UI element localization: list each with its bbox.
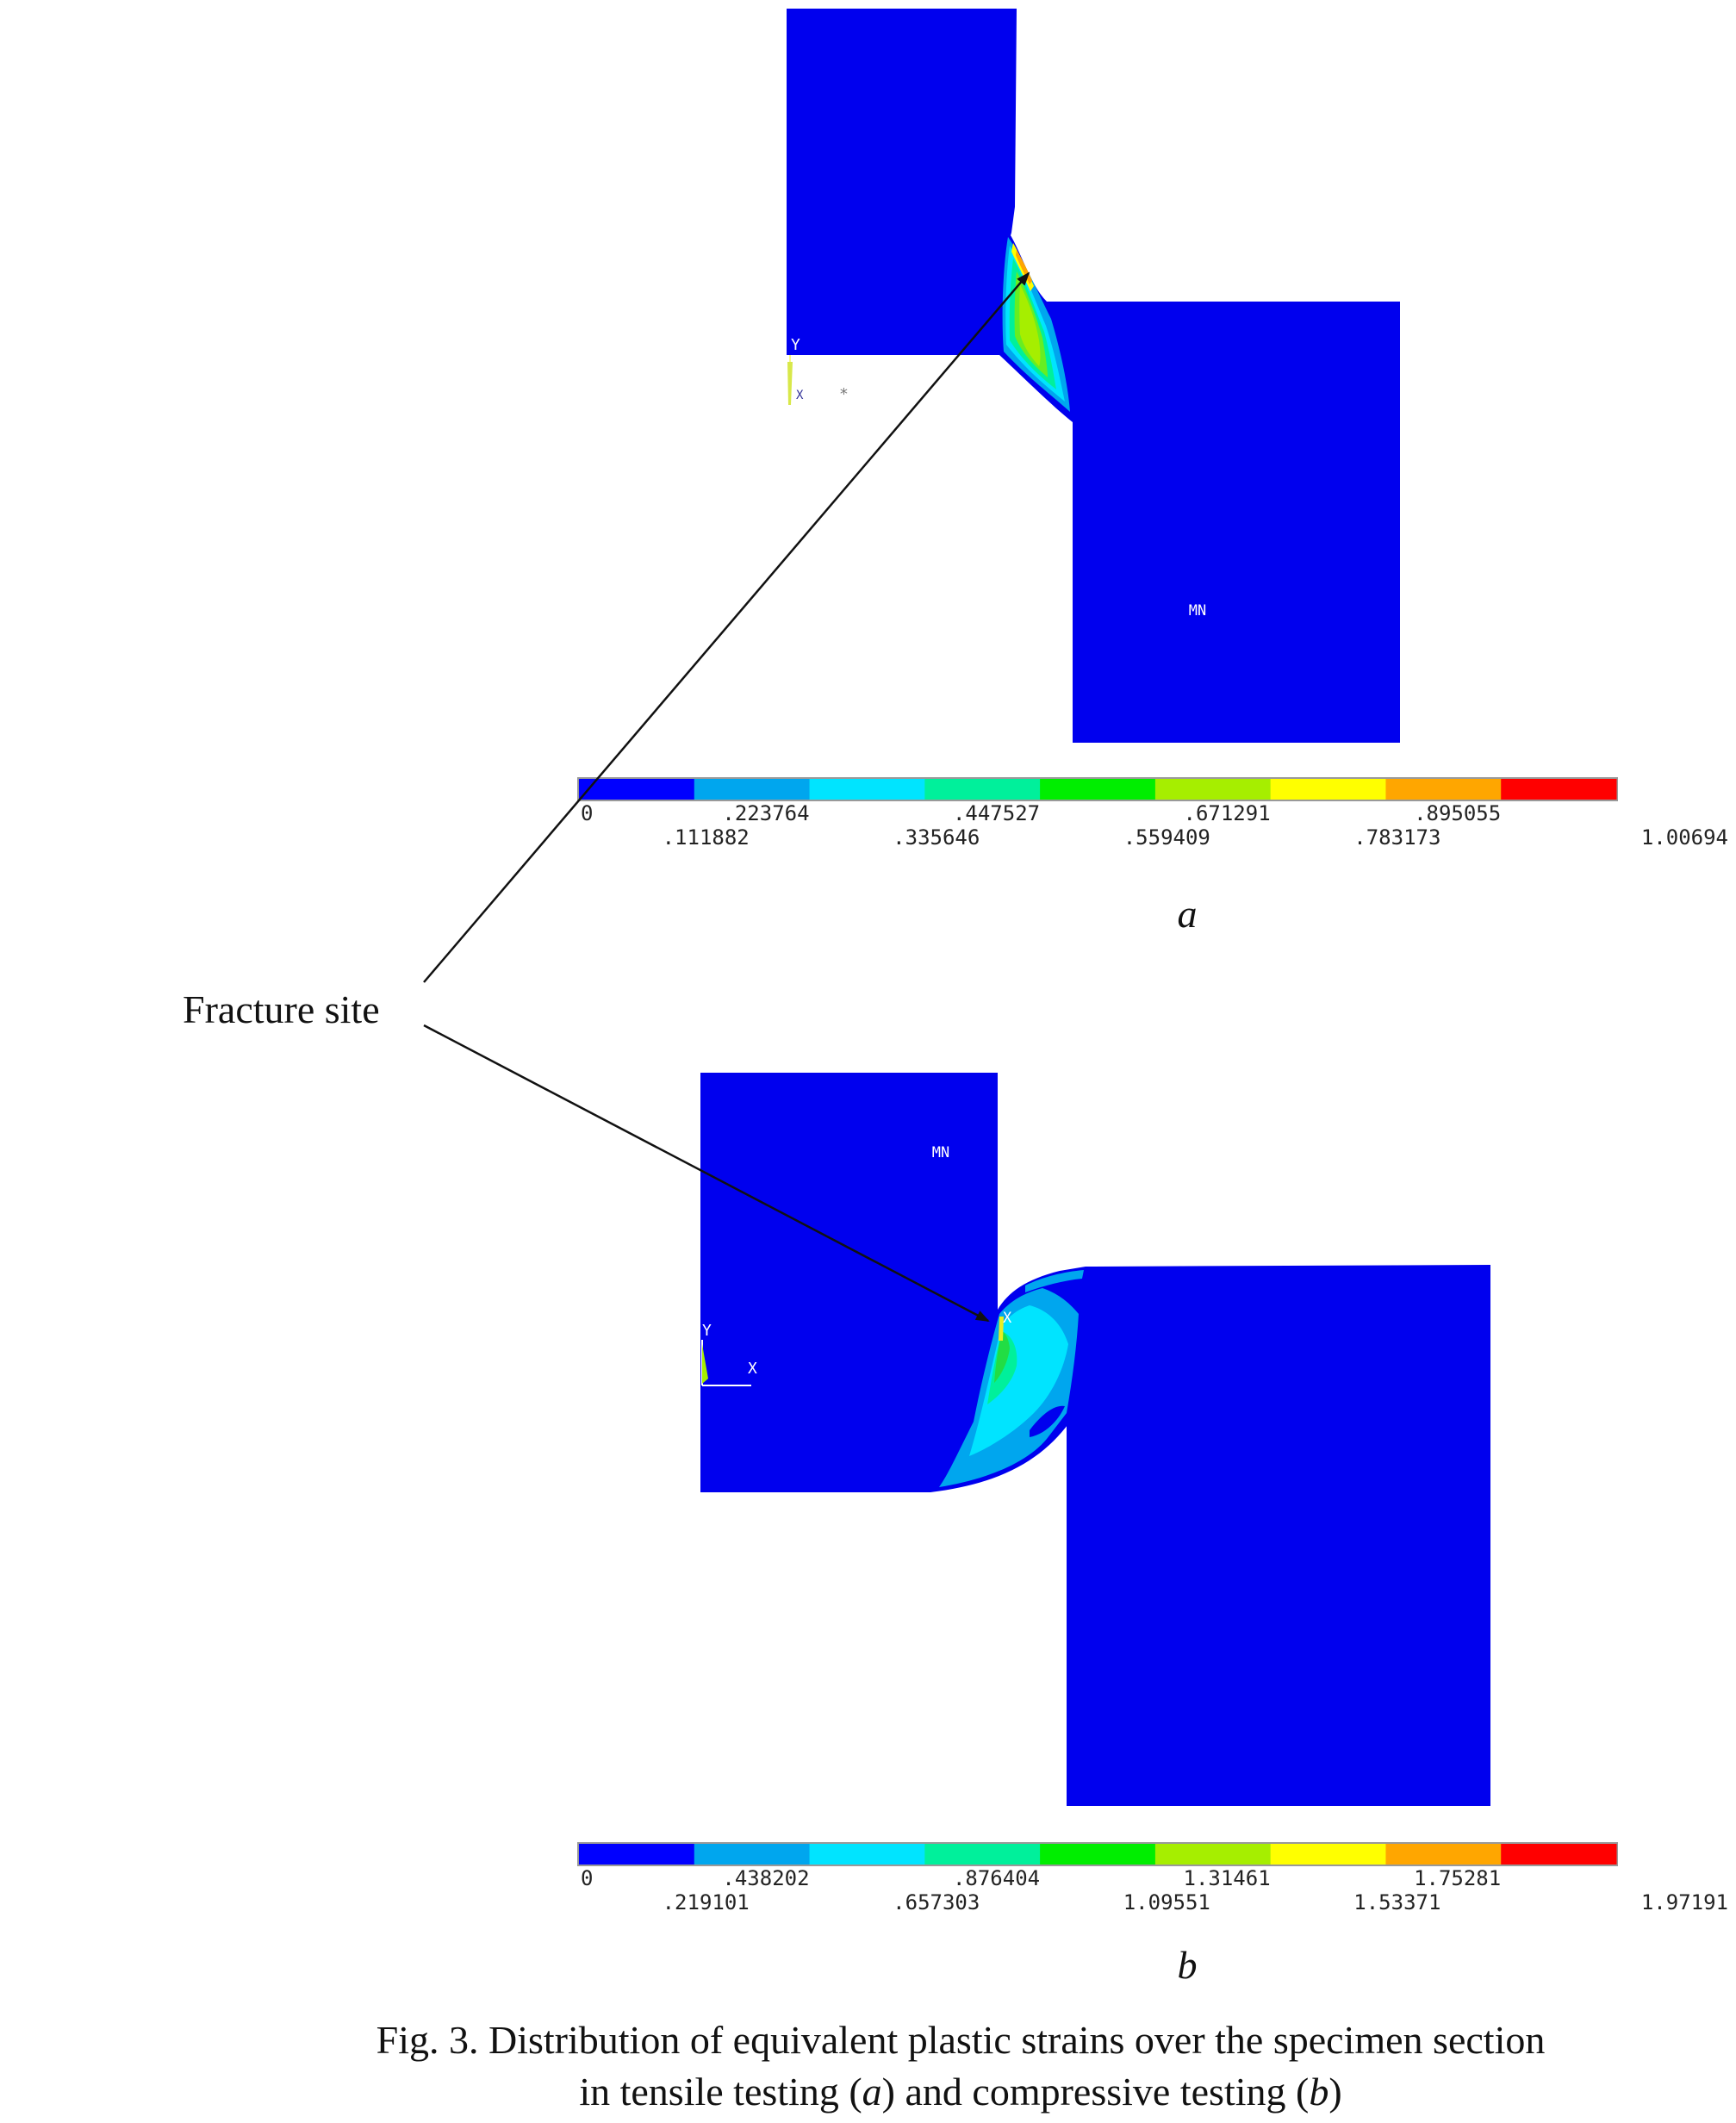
panel-b-triad-y: Y xyxy=(702,1322,712,1340)
panel-a-upper-block xyxy=(787,9,1017,355)
fracture-site-callout: Fracture site xyxy=(183,271,1030,1323)
panel-b-legend-tick-label: .219101 xyxy=(663,1890,750,1914)
panel-b-legend-swatch xyxy=(1270,1844,1386,1865)
panel-b-legend-swatch xyxy=(924,1844,1041,1865)
panel-a-lower-block xyxy=(1034,302,1400,743)
panel-a-legend-swatch xyxy=(1154,779,1272,800)
panel-a-legend-swatch xyxy=(1501,779,1617,800)
panel-b-triad: Y X xyxy=(701,1322,757,1386)
panel-a-legend-tick-label: .447527 xyxy=(953,801,1040,825)
panel-a-legend-tick-label: .895055 xyxy=(1414,801,1501,825)
panel-b: MN X Y X 0 .438202 .876404 1.31461 1.75281 .2… xyxy=(577,1073,1728,1987)
panel-b-zone-cyan xyxy=(969,1305,1068,1456)
panel-b-legend-swatch xyxy=(809,1844,925,1865)
panel-b-legend-tick-label: 1.31461 xyxy=(1184,1866,1271,1890)
panel-b-label: b xyxy=(1178,1943,1198,1987)
panel-a-mn-label: MN xyxy=(1189,602,1206,619)
caption-line-2-mid: ) and compressive testing ( xyxy=(881,2070,1310,2114)
panel-a-color-legend: 0 .223764 .447527 .671291 .895055 .111882 .335… xyxy=(577,777,1728,850)
panel-a-legend-tick-label: .223764 xyxy=(722,801,809,825)
caption-line-2-pre: in tensile testing ( xyxy=(579,2070,862,2114)
panel-b-legend-swatch xyxy=(1501,1844,1617,1865)
panel-b-legend-tick-label: .657303 xyxy=(893,1890,980,1914)
caption-line-1: Fig. 3. Distribution of equivalent plast… xyxy=(376,2018,1546,2062)
callout-arrow-to-panel-a xyxy=(423,271,1030,983)
panel-b-zone-dark-pocket xyxy=(1030,1405,1065,1437)
panel-b-color-legend: 0 .438202 .876404 1.31461 1.75281 .219101 .657… xyxy=(577,1842,1728,1914)
caption-line-2-post: ) xyxy=(1328,2070,1342,2114)
panel-b-zone-lightblue-top xyxy=(1025,1270,1084,1292)
panel-b-zone-green xyxy=(994,1331,1010,1383)
panel-a-legend-swatch xyxy=(694,779,811,800)
panel-a-legend-swatch xyxy=(924,779,1041,800)
panel-a-legend-swatch xyxy=(1040,779,1156,800)
panel-b-legend-tick-label: .438202 xyxy=(722,1866,809,1890)
panel-b-mn-label: MN xyxy=(932,1144,949,1161)
panel-b-legend-swatch xyxy=(579,1844,695,1865)
panel-b-legend-swatch xyxy=(1040,1844,1156,1865)
panel-a-legend-tick-label: 1.00694 xyxy=(1641,825,1728,850)
panel-a-legend-tick-label: .335646 xyxy=(893,825,980,850)
panel-a-triad: Y X * xyxy=(787,336,849,405)
panel-b-legend-tick-label: 1.75281 xyxy=(1414,1866,1501,1890)
caption-ref-b: b xyxy=(1309,2070,1329,2114)
panel-b-triad-x: X xyxy=(748,1360,757,1378)
panel-a-legend-swatch xyxy=(1385,779,1502,800)
panel-a-zone-yellowgreen xyxy=(1019,284,1041,366)
panel-b-legend-tick-label: 1.09551 xyxy=(1123,1890,1210,1914)
panel-a-legend-tick-label: .559409 xyxy=(1123,825,1210,850)
panel-a-label: a xyxy=(1178,892,1198,936)
panel-b-node-mark: X xyxy=(1003,1310,1012,1327)
panel-b-legend-tick-label: 1.53371 xyxy=(1353,1890,1440,1914)
callout-arrow-to-panel-b xyxy=(423,1024,990,1323)
caption-line-2: in tensile testing (a) and compressive t… xyxy=(327,2066,1594,2118)
callout-label: Fracture site xyxy=(183,987,380,1031)
panel-b-right-block xyxy=(1067,1265,1490,1806)
panel-a-legend-swatch xyxy=(1270,779,1386,800)
panel-a-legend-tick-label: .671291 xyxy=(1184,801,1271,825)
panel-b-legend-swatch xyxy=(1154,1844,1272,1865)
panel-a-triad-node: * xyxy=(839,385,849,403)
panel-b-legend-swatch xyxy=(694,1844,811,1865)
panel-b-legend-tick-label: 1.97191 xyxy=(1641,1890,1728,1914)
panel-a-legend-tick-label: .111882 xyxy=(663,825,750,850)
caption-ref-a: a xyxy=(862,2070,882,2114)
panel-a-legend-swatch xyxy=(579,779,695,800)
panel-b-zone-yellow xyxy=(999,1317,1004,1341)
panel-a-legend-swatch xyxy=(809,779,925,800)
panel-a-triad-x: X xyxy=(796,389,804,402)
panel-b-legend-tick-label: 0 xyxy=(581,1866,593,1890)
figure-caption: Fig. 3. Distribution of equivalent plast… xyxy=(327,2014,1594,2118)
panel-a: MN Y X * 0 .223764 .447527 .671291 .895055 .1… xyxy=(577,9,1728,936)
panel-b-legend-swatch xyxy=(1385,1844,1502,1865)
panel-a-triad-y: Y xyxy=(791,336,800,354)
panel-b-legend-tick-label: .876404 xyxy=(953,1866,1040,1890)
panel-a-legend-tick-label: .783173 xyxy=(1353,825,1440,850)
panel-a-legend-tick-label: 0 xyxy=(581,801,593,825)
